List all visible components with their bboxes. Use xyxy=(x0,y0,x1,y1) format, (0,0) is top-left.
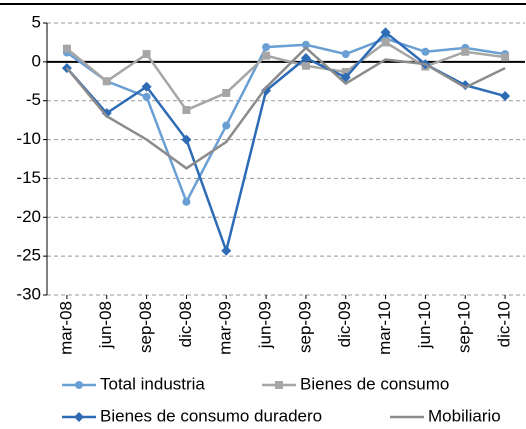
legend-item: Bienes de consumo duradero xyxy=(62,406,322,425)
point xyxy=(421,47,430,56)
x-tick-label: jun-09 xyxy=(256,301,275,349)
y-tick-label: -25 xyxy=(16,246,41,265)
point xyxy=(102,77,111,86)
legend-label: Bienes de consumo xyxy=(300,374,449,393)
y-tick-label: 5 xyxy=(32,12,41,31)
x-tick-label: sep-08 xyxy=(136,301,155,353)
legend-label: Bienes de consumo duradero xyxy=(100,406,322,425)
legend-item: Total industria xyxy=(62,374,205,393)
point xyxy=(341,67,350,76)
point xyxy=(141,81,152,92)
x-tick-label: sep-09 xyxy=(295,301,314,353)
series-line xyxy=(66,40,506,112)
point xyxy=(341,50,350,59)
point xyxy=(182,106,191,115)
point xyxy=(301,61,310,70)
x-tick-label: mar-08 xyxy=(56,301,75,355)
series-line xyxy=(65,46,506,170)
x-tick-label: mar-10 xyxy=(375,301,394,355)
point xyxy=(300,52,311,63)
point xyxy=(262,43,271,52)
point xyxy=(500,91,511,102)
point xyxy=(380,27,391,38)
point xyxy=(461,47,470,56)
point xyxy=(501,53,510,62)
point xyxy=(62,44,71,53)
point xyxy=(261,85,272,96)
y-tick-label: 0 xyxy=(32,51,41,70)
legend-item: Bienes de consumo xyxy=(262,374,449,393)
y-tick-label: -15 xyxy=(16,168,41,187)
y-tick-label: -30 xyxy=(16,284,41,303)
legend-item: Mobiliario xyxy=(390,406,501,425)
x-tick-label: jun-08 xyxy=(96,301,115,349)
point xyxy=(182,197,191,206)
point xyxy=(222,121,231,130)
x-tick-label: dic-10 xyxy=(495,301,514,347)
y-tick-label: -20 xyxy=(16,207,41,226)
x-tick-label: sep-10 xyxy=(455,301,474,353)
x-tick-label: dic-09 xyxy=(335,301,354,347)
legend-marker xyxy=(275,381,283,389)
legend-label: Total industria xyxy=(100,374,205,393)
point xyxy=(301,40,310,49)
x-tick-label: jun-10 xyxy=(415,301,434,349)
point xyxy=(142,50,151,59)
y-tick-label: -5 xyxy=(26,90,41,109)
legend-marker xyxy=(75,381,83,389)
point xyxy=(181,134,192,145)
x-tick-label: dic-08 xyxy=(176,301,195,347)
series-line xyxy=(66,37,506,205)
legend-marker xyxy=(74,412,84,422)
x-tick-label: mar-09 xyxy=(216,301,235,355)
point xyxy=(142,92,151,101)
point xyxy=(262,51,271,60)
legend-label: Mobiliario xyxy=(428,406,501,425)
point xyxy=(222,88,231,97)
y-tick-label: -10 xyxy=(16,129,41,148)
point xyxy=(381,38,390,47)
point xyxy=(221,245,232,256)
point xyxy=(101,108,112,119)
